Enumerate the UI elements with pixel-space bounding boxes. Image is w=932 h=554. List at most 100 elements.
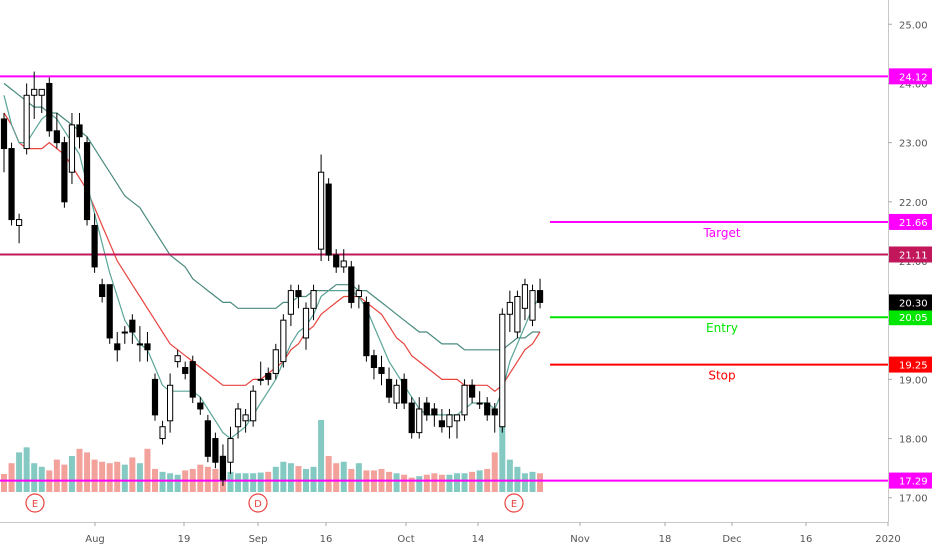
candle[interactable] — [159, 426, 166, 440]
candle[interactable] — [529, 290, 536, 321]
candle[interactable] — [370, 355, 378, 369]
volume-bar — [469, 471, 476, 492]
candle[interactable] — [340, 260, 347, 268]
candle[interactable] — [8, 148, 15, 221]
candle[interactable] — [144, 343, 151, 351]
candle[interactable] — [99, 284, 106, 298]
candle[interactable] — [295, 290, 302, 298]
candle[interactable] — [83, 142, 91, 221]
candle[interactable] — [31, 88, 38, 96]
candle[interactable] — [250, 390, 257, 422]
candle[interactable] — [129, 319, 136, 333]
event-marker[interactable] — [504, 493, 524, 513]
candle[interactable] — [514, 296, 521, 333]
candle[interactable] — [106, 284, 113, 339]
candle[interactable] — [242, 414, 249, 422]
candle[interactable] — [204, 420, 211, 457]
candle[interactable] — [484, 402, 491, 416]
candle[interactable] — [182, 367, 189, 374]
candle[interactable] — [302, 307, 310, 339]
bottom-price-tag-label: 17.29 — [899, 477, 928, 488]
x-tick-label: Oct — [397, 534, 414, 545]
event-marker-label: E — [32, 499, 38, 510]
candle[interactable] — [333, 254, 340, 268]
candle[interactable] — [431, 408, 438, 416]
y-tick-label: 24.00 — [899, 79, 928, 90]
candle[interactable] — [401, 378, 408, 404]
candle[interactable] — [491, 408, 498, 416]
volume-bar — [340, 461, 347, 492]
candle[interactable] — [499, 313, 506, 428]
candle[interactable] — [287, 290, 294, 315]
candle[interactable] — [272, 349, 279, 374]
candle[interactable] — [446, 414, 453, 428]
candle[interactable] — [23, 94, 30, 150]
candle[interactable] — [174, 355, 181, 363]
candle[interactable] — [0, 118, 8, 150]
candle[interactable] — [212, 438, 219, 463]
candle[interactable] — [536, 290, 544, 303]
candle[interactable] — [476, 402, 483, 405]
candle[interactable] — [91, 224, 98, 268]
candle[interactable] — [310, 290, 317, 309]
y-tick-label: 25.00 — [899, 20, 928, 31]
candle[interactable] — [461, 384, 468, 416]
volume-bar — [272, 466, 279, 492]
candle[interactable] — [355, 290, 362, 298]
candle[interactable] — [167, 384, 174, 422]
volume-bar — [76, 448, 83, 492]
candle[interactable] — [16, 219, 23, 226]
candle[interactable] — [189, 361, 196, 398]
candle[interactable] — [234, 408, 242, 428]
volume-bar — [499, 425, 506, 492]
entry-price-tag — [889, 309, 932, 326]
candle[interactable] — [393, 384, 400, 404]
volume-bar — [386, 471, 393, 492]
candle[interactable] — [121, 331, 128, 334]
volume-bar — [438, 474, 445, 492]
candle[interactable] — [68, 124, 76, 173]
candle[interactable] — [438, 420, 445, 428]
candle[interactable] — [378, 367, 385, 374]
volume-bar — [423, 474, 430, 492]
candle[interactable] — [114, 343, 121, 351]
candle[interactable] — [280, 319, 287, 363]
candle[interactable] — [423, 402, 430, 416]
candle[interactable] — [61, 142, 68, 203]
stop-level-text: Stop — [708, 369, 735, 383]
candle[interactable] — [219, 455, 227, 481]
event-marker[interactable] — [25, 493, 45, 513]
y-tick-label: 19.00 — [899, 375, 928, 386]
candle[interactable] — [453, 414, 461, 422]
candle[interactable] — [363, 301, 370, 357]
target-price-tag — [889, 213, 932, 230]
candle[interactable] — [521, 284, 529, 309]
event-marker[interactable] — [248, 493, 268, 513]
candle[interactable] — [151, 378, 159, 416]
volume-bar — [250, 473, 257, 492]
candle[interactable] — [136, 343, 144, 346]
volume-bar — [355, 463, 362, 492]
candle[interactable] — [318, 171, 325, 250]
candle[interactable] — [416, 408, 423, 434]
candle[interactable] — [506, 301, 513, 315]
candle[interactable] — [265, 372, 272, 380]
volume-bar — [144, 448, 151, 492]
candle[interactable] — [325, 183, 332, 256]
candle[interactable] — [348, 266, 355, 303]
candle[interactable] — [46, 82, 53, 132]
candle[interactable] — [76, 124, 83, 138]
candle[interactable] — [408, 402, 415, 434]
candle[interactable] — [53, 130, 60, 144]
candle[interactable] — [257, 378, 264, 381]
candle[interactable] — [197, 402, 204, 410]
candle[interactable] — [469, 384, 476, 398]
plot-area[interactable] — [0, 0, 888, 522]
volume-bar — [295, 466, 302, 492]
candle[interactable] — [38, 88, 45, 96]
candle[interactable] — [227, 438, 234, 463]
ma-slow-line — [3, 82, 540, 351]
candle[interactable] — [385, 378, 393, 398]
